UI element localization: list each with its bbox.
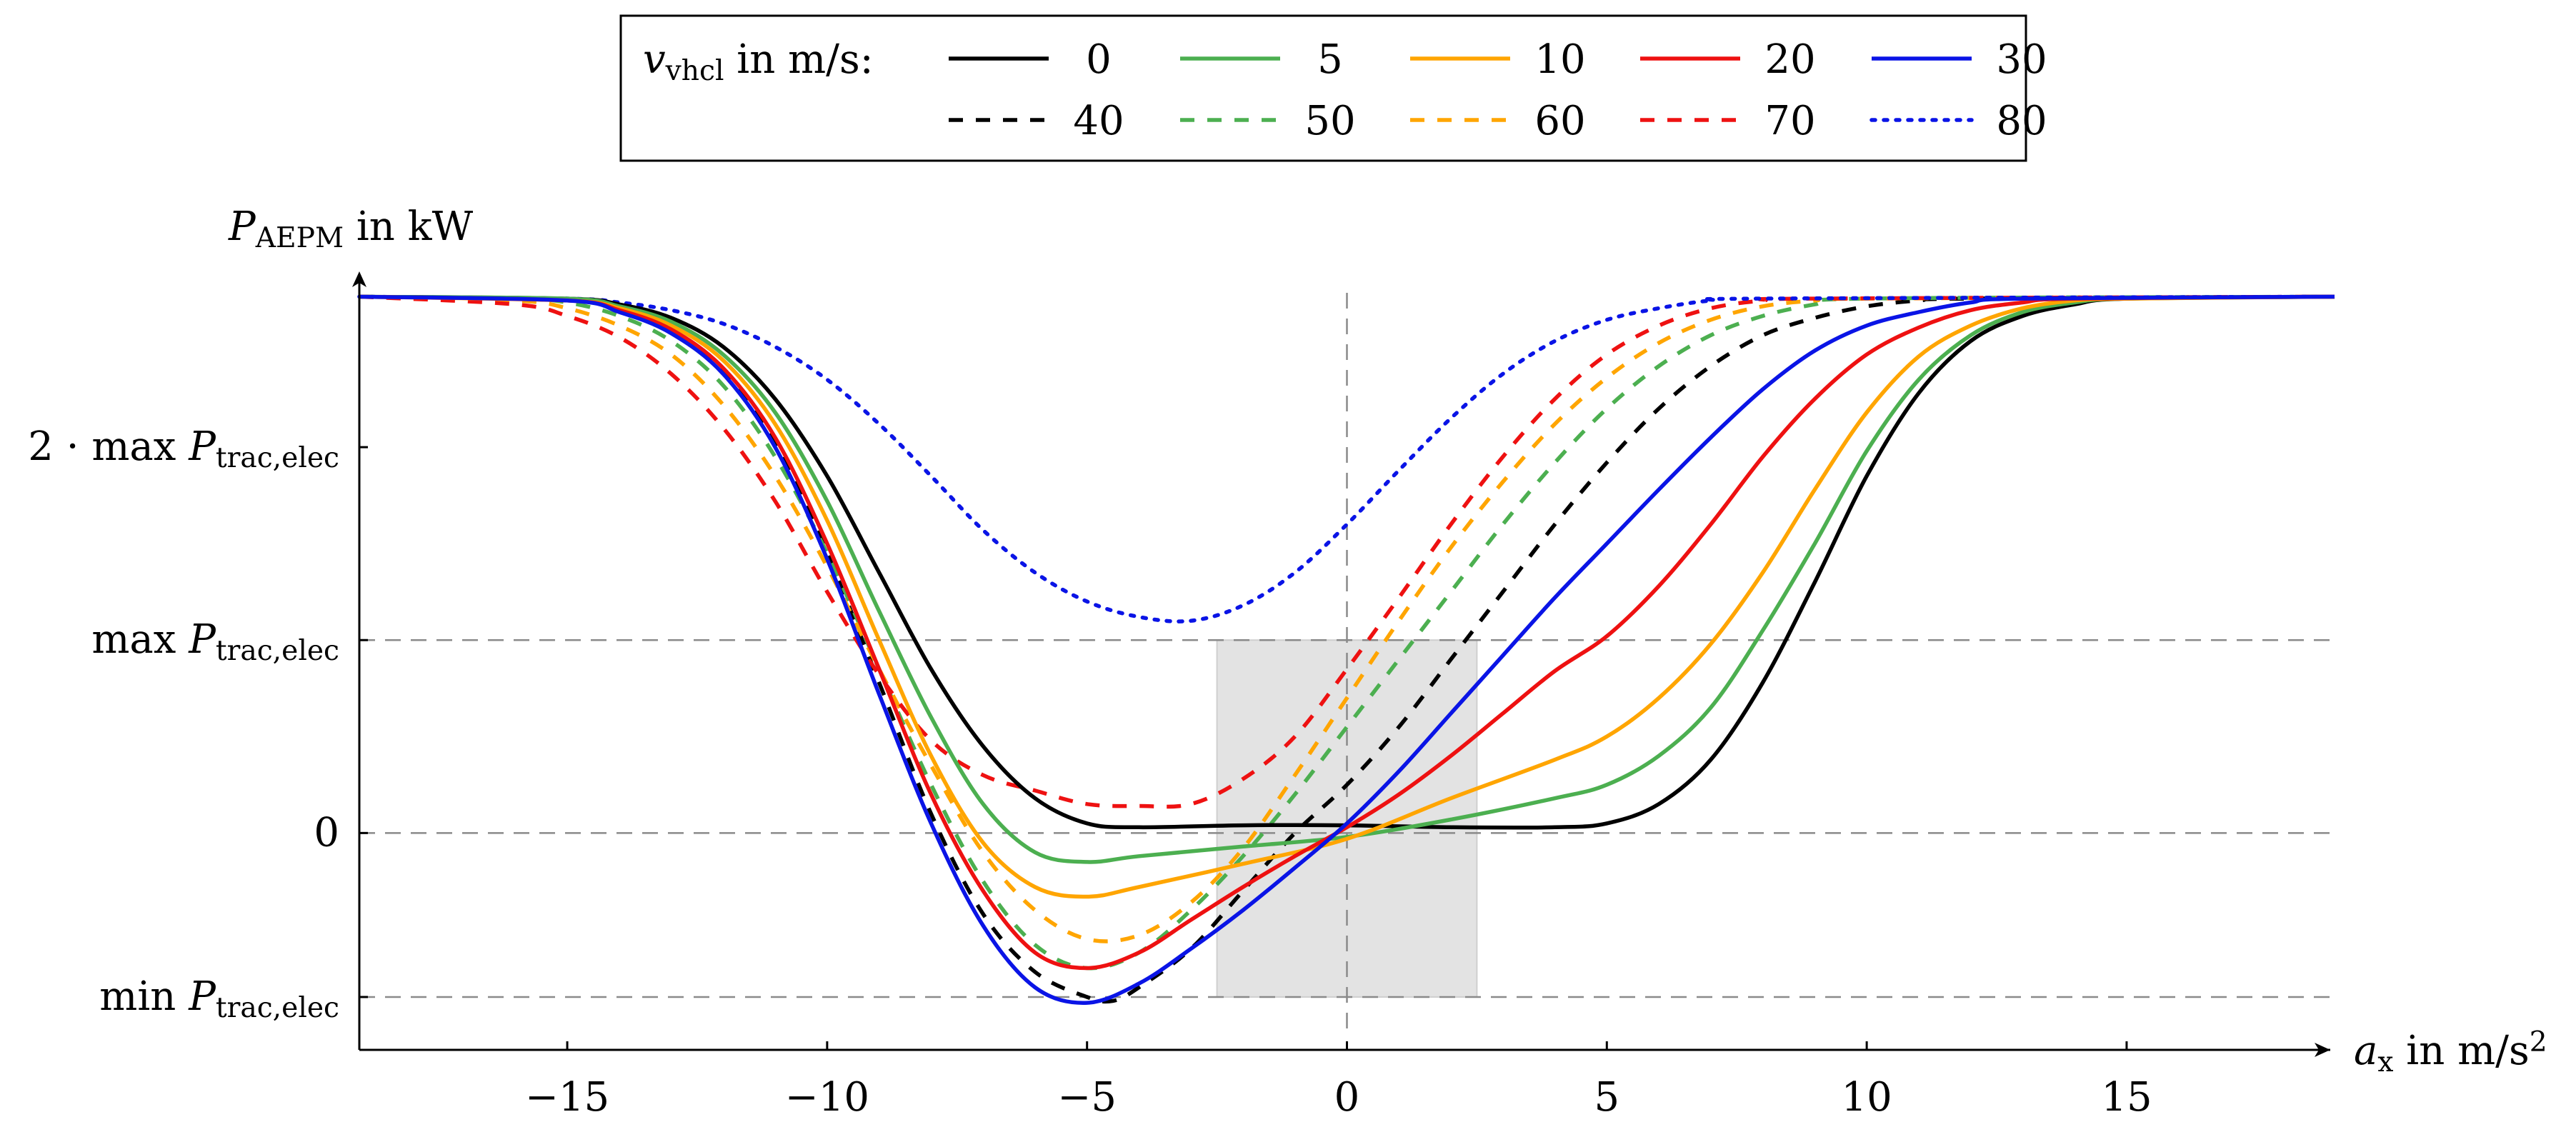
- y-tick-label: max Ptrac,elec: [91, 616, 339, 667]
- legend-label-80: 80: [1996, 98, 2047, 144]
- legend-box: [619, 14, 2027, 162]
- series-line-10: [359, 294, 2335, 899]
- legend-label-10: 10: [1534, 36, 1585, 83]
- y-axis-title: PAEPM in kW: [228, 204, 474, 254]
- legend-label-0: 0: [1086, 36, 1112, 83]
- series-line-50: [359, 294, 2335, 971]
- legend-label-20: 20: [1764, 36, 1815, 83]
- legend-title: vvhcl in m/s:: [643, 36, 874, 87]
- y-axis-arrow: [352, 271, 366, 287]
- y-tick-label: min Ptrac,elec: [99, 973, 339, 1024]
- series-line-60: [359, 294, 2335, 943]
- legend-label-5: 5: [1317, 36, 1343, 83]
- y-tick-label: 0: [314, 809, 339, 856]
- x-tick-label: −10: [785, 1074, 869, 1121]
- series-line-5: [359, 294, 2335, 864]
- series-line-70: [359, 294, 2335, 809]
- series-line-80: [357, 294, 2337, 623]
- legend: vvhcl in m/s: 0 5 10 20 30 40 50 60 70 80: [619, 14, 2047, 162]
- series-line-30: [359, 294, 2335, 1005]
- legend-label-30: 30: [1996, 36, 2047, 83]
- series-line-20: [359, 294, 2335, 971]
- x-tick-label: −5: [1057, 1074, 1117, 1121]
- x-tick-label: 10: [1841, 1074, 1892, 1121]
- y-tick-label: 2 · max Ptrac,elec: [28, 424, 339, 474]
- plot-area: [357, 293, 2337, 1036]
- x-axis-arrow: [2315, 1043, 2330, 1057]
- axes: −15 −10 −5 0 5 10 15 min Ptrac,elec 0 max Ptrac,e…: [28, 204, 2547, 1121]
- x-axis-title: ax in m/s2: [2354, 1026, 2547, 1078]
- x-tick-label: 0: [1334, 1074, 1360, 1121]
- legend-label-50: 50: [1304, 98, 1355, 144]
- x-tick-label: −15: [525, 1074, 609, 1121]
- legend-label-70: 70: [1764, 98, 1815, 144]
- legend-label-60: 60: [1534, 98, 1585, 144]
- x-tick-label: 15: [2101, 1074, 2152, 1121]
- x-tick-label: 5: [1594, 1074, 1619, 1121]
- legend-label-40: 40: [1073, 98, 1124, 144]
